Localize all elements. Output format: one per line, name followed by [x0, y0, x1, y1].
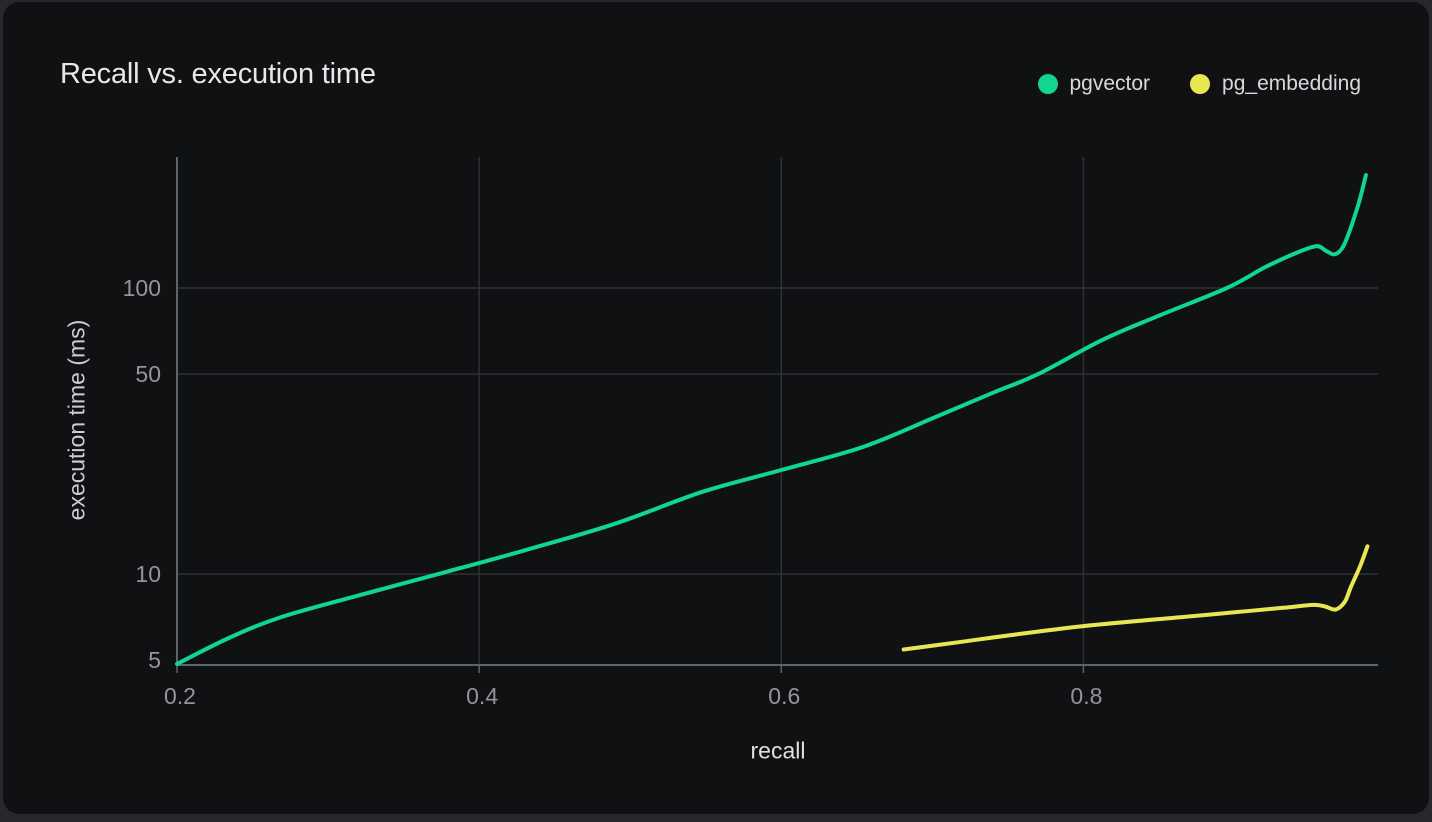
- x-tick-label: 0.2: [164, 683, 196, 709]
- legend-swatch-pg-embedding: [1190, 74, 1211, 94]
- chart-card: Recall vs. execution time pgvector pg_em…: [3, 2, 1429, 814]
- y-tick-label: 5: [148, 647, 161, 673]
- axis-lines: [176, 157, 1378, 666]
- y-tick-label: 50: [135, 361, 161, 387]
- x-tick-label: 0.8: [1070, 683, 1102, 709]
- series-line-pg_embedding: [901, 544, 1370, 652]
- x-tick-label: 0.4: [466, 683, 498, 709]
- chart-title: Recall vs. execution time: [60, 58, 376, 90]
- y-axis-title: execution time (ms): [63, 319, 90, 521]
- x-axis-title: recall: [750, 737, 806, 764]
- legend-swatch-pgvector: [1037, 74, 1058, 94]
- legend-item-pgvector[interactable]: pgvector: [1037, 72, 1151, 96]
- legend-label-pgvector: pgvector: [1069, 72, 1151, 95]
- legend-label-pg-embedding: pg_embedding: [1222, 72, 1361, 95]
- legend: pgvector pg_embedding: [1037, 70, 1361, 98]
- legend-item-pg-embedding[interactable]: pg_embedding: [1190, 72, 1361, 96]
- y-tick-label: 10: [135, 561, 161, 587]
- series-line-pgvector: [175, 173, 1368, 666]
- y-tick-label: 100: [123, 275, 161, 301]
- x-tick-label: 0.6: [768, 683, 800, 709]
- plot-area: 5 10 50 100 0.2 0.4 0.6 0.8: [123, 157, 1378, 709]
